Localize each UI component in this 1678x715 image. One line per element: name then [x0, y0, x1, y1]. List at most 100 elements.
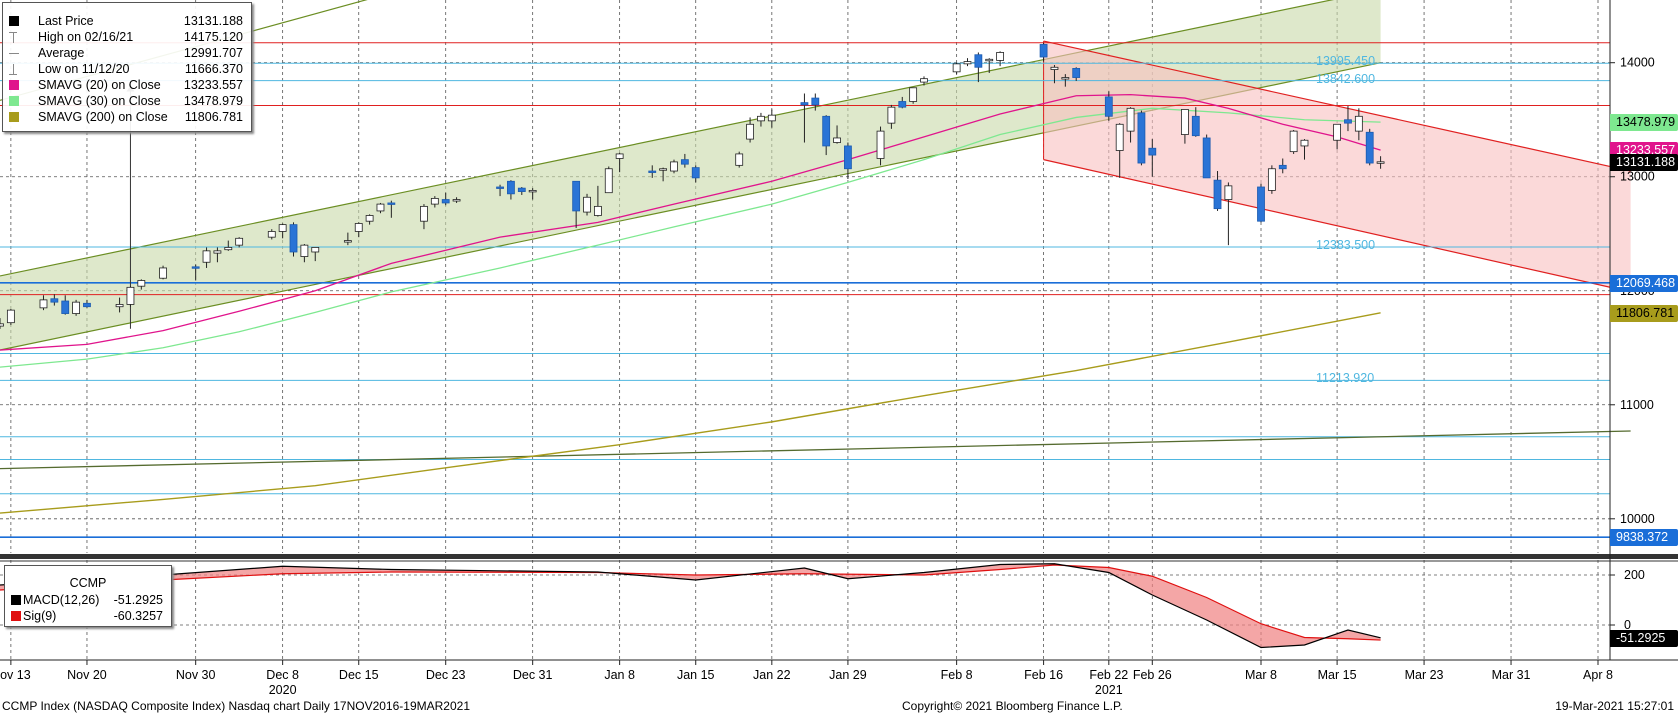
candle — [126, 286, 135, 305]
legend-value: -60.3257 — [113, 609, 163, 623]
up-channel-upper — [0, 0, 1335, 277]
macd-y-tick-label: 200 — [1624, 568, 1645, 582]
legend-value: 13233.557 — [183, 78, 243, 92]
macd-price-tag: -51.2925 — [1610, 629, 1678, 647]
y-tick-label: 14000 — [1620, 56, 1655, 70]
candle — [800, 102, 809, 106]
footer-description: CCMP Index (NASDAQ Composite Index) Nasd… — [2, 699, 470, 713]
candle — [365, 215, 374, 222]
candle — [1202, 137, 1211, 179]
candle — [1257, 186, 1265, 222]
legend-label: Low on 11/12/20 — [38, 62, 130, 76]
black-square-icon — [9, 16, 19, 26]
down-channel-fill — [1043, 41, 1631, 292]
candle — [1126, 107, 1135, 132]
candle — [1354, 115, 1363, 132]
candle — [137, 280, 146, 287]
candle — [887, 106, 896, 124]
level-annotation: 13995.450 — [1316, 54, 1376, 69]
macd-legend[interactable]: CCMP MACD(12,26) -51.2925 Sig(9) -60.325… — [4, 565, 172, 627]
candle — [213, 250, 222, 254]
candle — [974, 54, 983, 68]
sma30-line — [0, 107, 1381, 368]
candle — [1365, 131, 1374, 164]
candle — [583, 196, 591, 213]
candle — [1050, 66, 1059, 70]
candle — [1333, 123, 1342, 141]
x-year-label: 2021 — [1095, 683, 1123, 697]
legend-value: 11806.781 — [184, 110, 243, 124]
candle — [1267, 168, 1276, 191]
low-marker-icon — [9, 64, 17, 75]
high-marker-icon — [9, 32, 17, 43]
price-tag: 9838.372 — [1610, 529, 1678, 547]
candle — [1376, 161, 1385, 164]
candle — [746, 123, 754, 140]
candle — [1213, 179, 1222, 210]
chart-legend[interactable]: Last Price 13131.188 High on 02/16/21 14… — [2, 2, 252, 132]
candle — [757, 115, 765, 122]
x-tick-label: Dec 31 — [513, 668, 553, 682]
candle — [300, 244, 309, 257]
lightgreen-square-icon — [9, 96, 19, 106]
candle — [833, 137, 841, 143]
candle — [952, 63, 961, 73]
candle — [1137, 112, 1146, 164]
x-tick-label: Nov 13 — [0, 668, 31, 682]
candle — [528, 190, 537, 193]
candle — [354, 223, 363, 232]
x-tick-label: Feb 8 — [941, 668, 973, 682]
macd-line — [0, 563, 1381, 649]
legend-value: -51.2925 — [113, 593, 163, 607]
candle — [691, 167, 700, 179]
legend-item-average: Average 12991.707 — [3, 45, 251, 61]
legend-item-low: Low on 11/12/20 11666.370 — [3, 61, 251, 77]
candle — [115, 304, 124, 308]
price-tag: 12069.468 — [1610, 274, 1678, 292]
candle — [441, 199, 450, 204]
x-tick-label: Nov 20 — [67, 668, 107, 682]
legend-item-sma20: SMAVG (20) on Close 13233.557 — [3, 77, 251, 93]
candle — [1148, 147, 1157, 156]
x-tick-label: Dec 8 — [266, 668, 299, 682]
candle — [1289, 130, 1298, 153]
candle — [83, 302, 91, 308]
magenta-square-icon — [9, 80, 19, 90]
candle — [39, 299, 48, 309]
x-tick-label: Mar 15 — [1318, 668, 1357, 682]
signal-line — [0, 564, 1381, 641]
candle — [735, 153, 744, 166]
x-tick-label: Mar 8 — [1245, 668, 1277, 682]
legend-value: 11666.370 — [184, 62, 243, 76]
candle — [767, 114, 776, 122]
black-square-icon — [11, 595, 21, 605]
price-tag: 13131.188 — [1610, 153, 1678, 171]
candle — [670, 161, 678, 172]
candle — [822, 115, 831, 147]
y-tick-label: 13000 — [1620, 170, 1655, 184]
candle — [224, 247, 233, 251]
down-channel-upper — [1043, 40, 1631, 172]
legend-label: MACD(12,26) — [23, 593, 100, 607]
candle — [811, 97, 820, 106]
candle — [1191, 115, 1200, 137]
candle — [648, 170, 657, 173]
x-tick-label: Dec 23 — [426, 668, 466, 682]
x-tick-label: Feb 22 — [1089, 668, 1128, 682]
x-tick-label: Jan 22 — [753, 668, 791, 682]
candle — [517, 187, 526, 192]
olive-square-icon — [9, 112, 19, 122]
y-tick-label: 10000 — [1620, 512, 1655, 526]
sma20-line — [0, 93, 1381, 351]
x-tick-label: Feb 16 — [1024, 668, 1063, 682]
candle — [452, 199, 461, 202]
x-tick-label: Nov 30 — [176, 668, 216, 682]
x-tick-label: Dec 15 — [339, 668, 379, 682]
legend-value: 13131.188 — [183, 14, 243, 28]
macd-y-tick-label: 0 — [1624, 618, 1631, 632]
legend-item-last-price: Last Price 13131.188 — [3, 13, 251, 29]
legend-value: 13478.979 — [183, 94, 243, 108]
x-tick-label: Jan 8 — [604, 668, 635, 682]
legend-label: Last Price — [38, 14, 94, 28]
legend-label: High on 02/16/21 — [38, 30, 134, 44]
